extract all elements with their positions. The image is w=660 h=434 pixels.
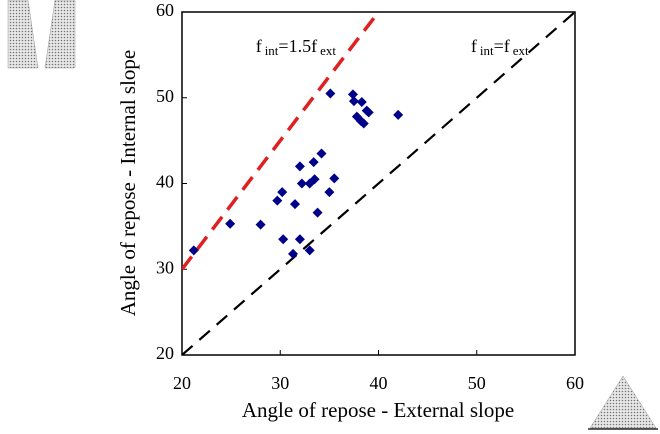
data-point [312,207,323,218]
annotation-part: f [256,36,262,56]
data-point [188,245,199,256]
x-tick-label: 40 [370,373,388,393]
annotation-part: int [480,43,494,58]
data-point [308,157,319,168]
annotation-part: =1.5f [278,36,317,56]
data-point [288,248,299,259]
data-point [324,187,335,198]
data-point [348,96,359,107]
annotation: f int=1.5f ext [256,36,337,58]
data-point [255,219,266,230]
data-point [325,88,336,99]
data-point [296,178,307,189]
annotation-part: =f [494,36,510,56]
annotation-part: f [471,36,477,56]
data-point [294,161,305,172]
annotation-part: ext [320,43,336,58]
data-point [277,187,288,198]
x-tick-label: 50 [468,373,486,393]
x-tick-label: 30 [271,373,289,393]
data-point [347,89,358,100]
y-axis-label: Angle of repose - Internal slope [116,50,140,317]
data-point [304,245,315,256]
data-point [225,218,236,229]
data-point [316,148,327,159]
data-point [356,97,367,108]
data-point [289,199,300,210]
annotation-part: int [265,43,279,58]
y-tick-label: 40 [156,172,174,192]
x-tick-label: 60 [566,373,584,393]
data-point [309,174,320,185]
data-point [329,173,340,184]
data-point [278,234,289,245]
data-point [358,118,369,129]
y-tick-label: 30 [156,257,174,277]
data-point [393,109,404,120]
data-point [294,234,305,245]
reference-line [182,12,575,355]
y-tick-label: 20 [156,343,174,363]
data-point [363,107,374,118]
x-tick-label: 20 [173,373,191,393]
funnel-icon [7,0,76,69]
annotation: f int=f ext [471,36,529,58]
y-tick-label: 60 [156,0,174,20]
data-point [272,195,283,206]
x-axis-label: Angle of repose - External slope [242,398,514,422]
reference-line [182,12,380,271]
y-tick-label: 50 [156,86,174,106]
pile-icon [588,375,658,430]
annotation-part: ext [513,43,529,58]
